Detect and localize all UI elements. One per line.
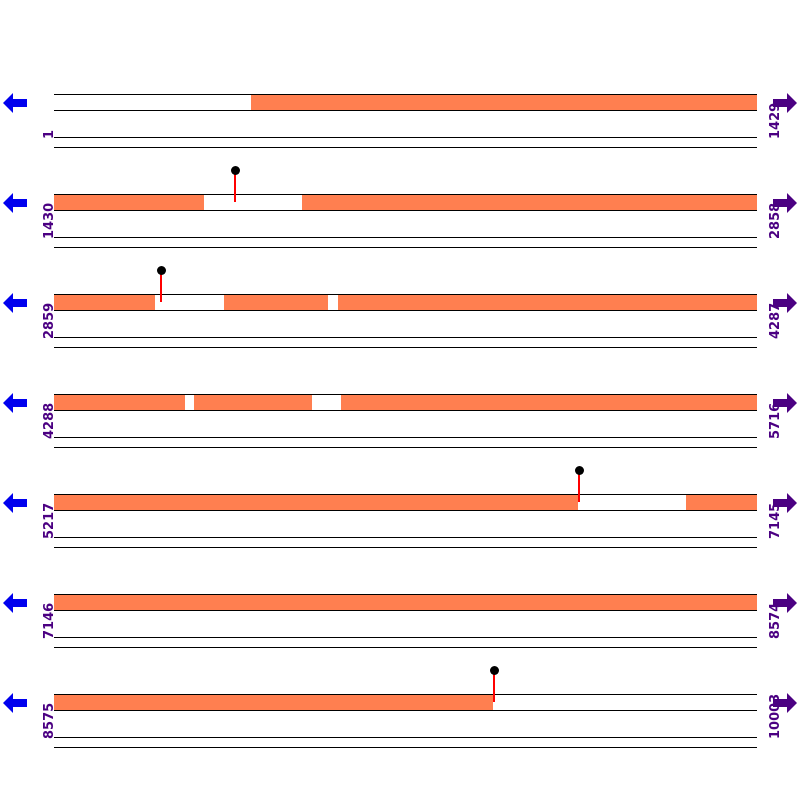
- sequence-row: 1 1429: [0, 54, 800, 154]
- marker-dot[interactable]: [489, 666, 499, 675]
- arrow-right-icon[interactable]: [772, 90, 798, 116]
- sequence-row: 7146 8574: [0, 554, 800, 654]
- feature-segment[interactable]: [54, 295, 155, 310]
- baseline-rule-2: [54, 447, 757, 448]
- sequence-row: 1430 2858: [0, 154, 800, 254]
- baseline-rule-2: [54, 347, 757, 348]
- feature-segment[interactable]: [338, 295, 757, 310]
- arrow-left-icon[interactable]: [2, 90, 28, 116]
- arrow-left-icon[interactable]: [2, 190, 28, 216]
- feature-bar[interactable]: [54, 394, 757, 411]
- arrow-left-icon[interactable]: [2, 390, 28, 416]
- baseline-rule-1: [54, 337, 757, 338]
- baseline-rule-1: [54, 737, 757, 738]
- baseline-rule-2: [54, 747, 757, 748]
- marker-dot[interactable]: [156, 266, 166, 275]
- sequence-row: 4288 5716: [0, 354, 800, 454]
- arrow-right-icon[interactable]: [772, 590, 798, 616]
- arrow-left-icon[interactable]: [2, 690, 28, 716]
- row-end-coordinate: 2858: [768, 202, 783, 239]
- arrow-left-icon[interactable]: [2, 490, 28, 516]
- feature-segment[interactable]: [251, 95, 757, 110]
- arrow-right-icon[interactable]: [772, 690, 798, 716]
- feature-segment[interactable]: [54, 495, 578, 510]
- feature-segment[interactable]: [302, 195, 757, 210]
- feature-bar[interactable]: [54, 694, 757, 711]
- baseline-rule-1: [54, 437, 757, 438]
- feature-bar[interactable]: [54, 294, 757, 311]
- arrow-right-icon[interactable]: [772, 290, 798, 316]
- baseline-rule-2: [54, 547, 757, 548]
- feature-segment[interactable]: [54, 195, 204, 210]
- marker-stem: [493, 671, 495, 702]
- feature-segment[interactable]: [224, 295, 328, 310]
- sequence-row: 8575 10003: [0, 654, 800, 754]
- row-end-coordinate: 5716: [768, 402, 783, 439]
- feature-segment[interactable]: [54, 695, 493, 710]
- marker-dot[interactable]: [574, 466, 584, 475]
- feature-segment[interactable]: [54, 395, 185, 410]
- sequence-row: 5217 7145: [0, 454, 800, 554]
- feature-segment[interactable]: [686, 495, 757, 510]
- feature-bar[interactable]: [54, 494, 757, 511]
- baseline-rule-1: [54, 637, 757, 638]
- row-end-coordinate: 1429: [768, 102, 783, 139]
- row-end-coordinate: 10003: [768, 693, 783, 739]
- arrow-left-icon[interactable]: [2, 590, 28, 616]
- baseline-rule-1: [54, 237, 757, 238]
- feature-bar[interactable]: [54, 194, 757, 211]
- sequence-row: 2859 4287: [0, 254, 800, 354]
- arrow-right-icon[interactable]: [772, 190, 798, 216]
- feature-segment[interactable]: [341, 395, 757, 410]
- baseline-rule-2: [54, 647, 757, 648]
- baseline-rule-2: [54, 247, 757, 248]
- feature-bar[interactable]: [54, 94, 757, 111]
- marker-stem: [160, 271, 162, 302]
- baseline-rule-1: [54, 537, 757, 538]
- marker-stem: [578, 471, 580, 502]
- marker-dot[interactable]: [230, 166, 240, 175]
- arrow-left-icon[interactable]: [2, 290, 28, 316]
- arrow-right-icon[interactable]: [772, 390, 798, 416]
- row-end-coordinate: 8574: [768, 602, 783, 639]
- feature-bar[interactable]: [54, 594, 757, 611]
- marker-stem: [234, 171, 236, 202]
- feature-segment[interactable]: [54, 595, 757, 610]
- row-end-coordinate: 7145: [768, 502, 783, 539]
- baseline-rule-2: [54, 147, 757, 148]
- row-end-coordinate: 4287: [768, 302, 783, 339]
- arrow-right-icon[interactable]: [772, 490, 798, 516]
- baseline-rule-1: [54, 137, 757, 138]
- feature-segment[interactable]: [194, 395, 312, 410]
